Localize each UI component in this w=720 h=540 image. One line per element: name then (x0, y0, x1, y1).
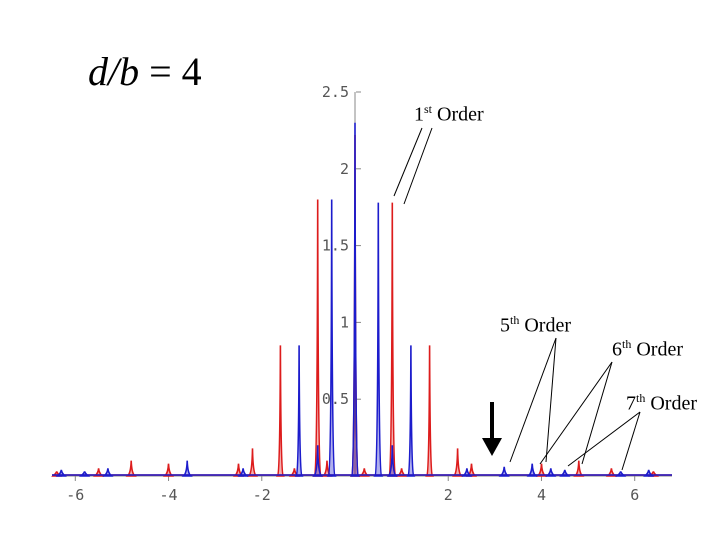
peak-red (387, 202, 398, 477)
annotation-word: Order (645, 392, 697, 415)
peak-blue (326, 199, 337, 477)
leader-5th-a (509, 337, 557, 463)
leader-1st-b (403, 127, 433, 205)
leader-6th-a (539, 361, 613, 465)
traces (51, 122, 672, 477)
leader-5th-b (545, 337, 557, 463)
y-tick-label: 0.5 (322, 390, 349, 408)
peak-red (246, 448, 259, 477)
annotation-number: 7 (626, 392, 636, 415)
annotation-suffix: th (622, 337, 632, 351)
slide-title: d/b = 4 (88, 48, 202, 95)
leader-7th-a (567, 411, 641, 467)
annotation-number: 1 (414, 103, 424, 126)
peak-red (535, 463, 548, 477)
pointer-layer (482, 402, 502, 456)
y-tick-label: 2 (340, 160, 349, 178)
peak-blue (350, 122, 360, 477)
leader-1st-a (393, 127, 423, 197)
title-value: = 4 (139, 49, 202, 94)
series-blue (52, 122, 672, 477)
x-tick-label: 6 (630, 486, 639, 504)
annotation-word: Order (432, 103, 484, 126)
annotation-suffix: th (636, 391, 646, 405)
x-tick-label: -4 (160, 486, 178, 504)
peak-red (162, 463, 175, 477)
annotation-suffix: st (424, 102, 433, 116)
peak-blue (373, 202, 384, 477)
x-tick-label: 4 (537, 486, 546, 504)
peak-red (275, 345, 285, 477)
x-tick-label: -2 (253, 486, 271, 504)
leader-7th-b (621, 411, 641, 471)
peak-blue (312, 445, 324, 477)
axes: -6 -4 -2 2 4 6 0.5 1 1.5 2 2.5 (52, 83, 672, 504)
annotation-suffix: th (510, 313, 520, 327)
title-ratio: d/b (88, 49, 140, 94)
annotation-5th-order: 5th Order (500, 313, 571, 338)
annotation-1st-order: 1st Order (414, 102, 484, 127)
peak-red (573, 460, 585, 477)
leader-6th-b (581, 361, 613, 465)
y-tick-label: 1.5 (322, 237, 349, 255)
y-tick-label: 1 (340, 313, 349, 331)
peak-red (451, 448, 464, 477)
peak-blue (526, 463, 538, 477)
down-arrow-icon (482, 438, 502, 456)
annotation-word: Order (631, 338, 683, 361)
peak-blue (181, 460, 193, 477)
annotation-number: 6 (612, 338, 622, 361)
peak-blue (386, 445, 398, 477)
peak-red (312, 199, 323, 477)
series-red (51, 134, 672, 477)
annotation-6th-order: 6th Order (612, 337, 683, 362)
annotation-word: Order (519, 314, 571, 337)
leader-lines (393, 127, 641, 471)
peak-red (425, 345, 435, 477)
x-tick-label: -6 (66, 486, 84, 504)
y-tick-label: 2.5 (322, 83, 349, 101)
annotation-number: 5 (500, 314, 510, 337)
x-tick-label: 2 (444, 486, 453, 504)
peak-blue (294, 345, 304, 477)
peak-blue (406, 345, 416, 477)
annotation-7th-order: 7th Order (626, 391, 697, 416)
peak-red (125, 460, 137, 477)
